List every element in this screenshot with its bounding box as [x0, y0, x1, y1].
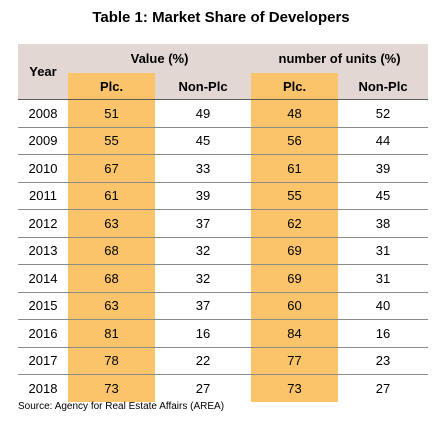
value-plc-cell: 51 — [68, 99, 155, 127]
units-nonplc-cell: 31 — [338, 236, 429, 265]
units-plc-cell: 69 — [251, 264, 339, 292]
units-plc-header: Plc. — [251, 73, 339, 100]
table-title: Table 1: Market Share of Developers — [92, 9, 350, 26]
value-nonplc-cell: 22 — [155, 346, 252, 375]
table-row: 2014 68 32 69 31 — [18, 264, 429, 292]
units-plc-cell: 73 — [251, 374, 339, 402]
value-plc-cell: 78 — [68, 346, 155, 375]
value-plc-cell: 81 — [68, 319, 155, 347]
units-plc-cell: 61 — [251, 154, 339, 182]
value-nonplc-cell: 16 — [155, 319, 252, 347]
table-row: 2018 73 27 73 27 — [18, 374, 429, 402]
table-row: 2017 78 22 77 23 — [18, 346, 429, 375]
year-cell: 2018 — [18, 374, 68, 402]
table-row: 2010 67 33 61 39 — [18, 154, 429, 182]
units-nonplc-cell: 44 — [338, 126, 429, 155]
units-plc-cell: 48 — [251, 99, 339, 127]
table-row: 2013 68 32 69 31 — [18, 236, 429, 265]
table-row: 2016 81 16 84 16 — [18, 319, 429, 347]
units-nonplc-cell: 27 — [338, 374, 429, 402]
units-plc-cell: 69 — [251, 236, 339, 265]
year-cell: 2011 — [18, 181, 68, 210]
value-nonplc-cell: 39 — [155, 181, 252, 210]
year-cell: 2015 — [18, 291, 68, 320]
year-cell: 2016 — [18, 319, 68, 347]
units-group-header: number of units (%) — [251, 44, 429, 73]
units-nonplc-cell: 38 — [338, 209, 429, 237]
units-nonplc-cell: 45 — [338, 181, 429, 210]
units-plc-cell: 56 — [251, 126, 339, 155]
year-cell: 2009 — [18, 126, 68, 155]
value-nonplc-cell: 49 — [155, 99, 252, 127]
year-column-header: Year — [18, 44, 68, 100]
table-row: 2009 55 45 56 44 — [18, 126, 429, 155]
units-plc-cell: 77 — [251, 346, 339, 375]
year-cell: 2017 — [18, 346, 68, 375]
value-plc-cell: 61 — [68, 181, 155, 210]
value-nonplc-cell: 32 — [155, 264, 252, 292]
value-plc-cell: 63 — [68, 291, 155, 320]
value-nonplc-cell: 37 — [155, 209, 252, 237]
value-plc-cell: 73 — [68, 374, 155, 402]
units-nonplc-header: Non-Plc — [338, 73, 429, 100]
units-nonplc-cell: 23 — [338, 346, 429, 375]
units-plc-cell: 84 — [251, 319, 339, 347]
units-plc-cell: 55 — [251, 181, 339, 210]
year-cell: 2010 — [18, 154, 68, 182]
value-group-header: Value (%) — [68, 44, 252, 73]
year-cell: 2013 — [18, 236, 68, 265]
market-share-table: Year Value (%) number of units (%) Plc. … — [18, 44, 429, 402]
value-plc-cell: 67 — [68, 154, 155, 182]
value-nonplc-cell: 32 — [155, 236, 252, 265]
value-nonplc-cell: 27 — [155, 374, 252, 402]
units-nonplc-cell: 16 — [338, 319, 429, 347]
units-nonplc-cell: 39 — [338, 154, 429, 182]
table-row: 2011 61 39 55 45 — [18, 181, 429, 210]
units-nonplc-cell: 52 — [338, 99, 429, 127]
value-plc-cell: 55 — [68, 126, 155, 155]
value-plc-cell: 68 — [68, 236, 155, 265]
year-cell: 2012 — [18, 209, 68, 237]
year-cell: 2008 — [18, 99, 68, 127]
value-plc-header: Plc. — [68, 73, 155, 100]
value-nonplc-cell: 45 — [155, 126, 252, 155]
value-nonplc-cell: 37 — [155, 291, 252, 320]
table-row: 2008 51 49 48 52 — [18, 99, 429, 127]
units-nonplc-cell: 40 — [338, 291, 429, 320]
units-nonplc-cell: 31 — [338, 264, 429, 292]
value-nonplc-cell: 33 — [155, 154, 252, 182]
table-row: 2015 63 37 60 40 — [18, 291, 429, 320]
value-plc-cell: 63 — [68, 209, 155, 237]
year-cell: 2014 — [18, 264, 68, 292]
source-note: Source: Agency for Real Estate Affairs (… — [18, 401, 225, 412]
units-plc-cell: 62 — [251, 209, 339, 237]
value-plc-cell: 68 — [68, 264, 155, 292]
units-plc-cell: 60 — [251, 291, 339, 320]
table-row: 2012 63 37 62 38 — [18, 209, 429, 237]
value-nonplc-header: Non-Plc — [155, 73, 252, 100]
